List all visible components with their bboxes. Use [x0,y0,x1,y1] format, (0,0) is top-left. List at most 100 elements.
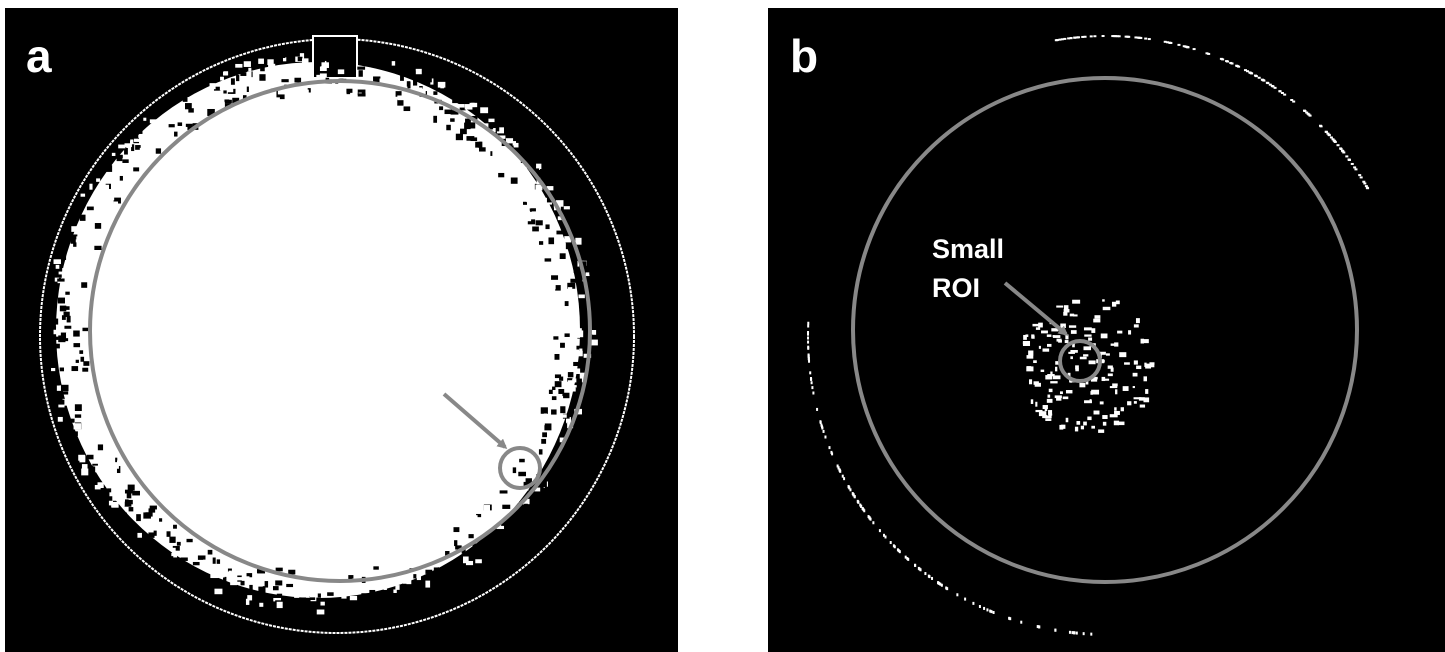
pixel [62,268,68,272]
pixel [120,176,123,181]
annotation: Small [932,234,1004,264]
pixel [579,349,582,354]
pixel [1126,36,1129,38]
pixel [214,589,222,595]
pixel [1069,631,1071,634]
pixel [81,357,85,362]
annotation: Small [372,342,444,372]
pixel [868,516,870,519]
pixel [107,488,111,493]
pixel [288,570,295,575]
pixel [539,241,543,245]
panel-b: b Small ROI [768,8,1445,652]
pixel [1101,333,1108,338]
pixel [1079,383,1085,387]
pixel [1354,168,1357,170]
pixel [433,116,437,123]
pixel [456,134,463,140]
pixel [70,440,75,446]
pixel [571,385,575,391]
pixel [567,438,574,445]
pixel [183,87,187,90]
pixel [323,86,328,90]
pixel [196,117,202,121]
pixel [1008,617,1010,620]
pixel [136,514,141,521]
pixel [1140,405,1145,408]
pixel [397,95,404,100]
pixel [1186,46,1189,48]
pixel [242,576,250,581]
pixel [545,258,552,261]
pixel [411,71,415,75]
pixel [246,599,249,605]
pixel [432,543,436,549]
pixel [94,455,98,460]
pixel [66,262,71,265]
pixel [149,133,155,138]
pixel [106,473,111,478]
pixel [1044,415,1052,418]
pixel [139,127,142,134]
pixel [458,104,464,108]
pixel [562,325,568,331]
pixel [260,64,265,71]
pixel [484,505,490,510]
pixel [852,492,854,495]
pixel [122,159,128,163]
pixel [58,400,64,405]
pixel [150,119,157,123]
pixel [129,181,133,186]
pixel [61,385,69,391]
pixel [224,71,229,75]
pixel [145,133,148,140]
pixel [541,407,548,413]
pixel [809,371,811,374]
pixel [518,465,521,470]
pixel [532,226,539,231]
pixel [1309,115,1312,117]
pixel [1091,328,1095,333]
pixel [416,69,422,74]
pixel [560,253,566,259]
pixel [591,340,598,346]
pixel [816,408,818,411]
pixel [559,377,563,381]
pixel [1366,187,1369,189]
pixel [248,68,251,71]
pixel [294,78,301,83]
pixel [1226,60,1229,62]
pixel [1112,302,1116,307]
pixel [137,497,141,502]
pixel [70,431,77,436]
annotation: ROI [372,376,420,406]
pixel [1065,340,1069,343]
pixel [511,178,518,184]
pixel [87,207,94,211]
pixel [495,116,503,122]
pixel [1205,52,1208,54]
pixel [52,312,56,319]
pixel [55,274,62,277]
pixel [511,167,518,172]
pixel [956,593,958,596]
pixel [986,608,988,611]
pixel [58,417,63,422]
pixel [439,106,443,110]
pixel [480,107,488,113]
pixel [1076,421,1080,425]
pixel [247,71,251,78]
pixel [1087,417,1091,421]
pixel [121,471,129,476]
pixel [1058,39,1061,41]
pixel [972,602,974,605]
pixel [82,256,86,260]
pixel [310,593,318,597]
pixel [568,380,573,385]
pixel [488,119,494,122]
pixel [1023,335,1027,340]
pixel [198,555,206,559]
pixel [857,500,859,503]
pixel [1111,367,1114,371]
pixel [523,202,528,205]
